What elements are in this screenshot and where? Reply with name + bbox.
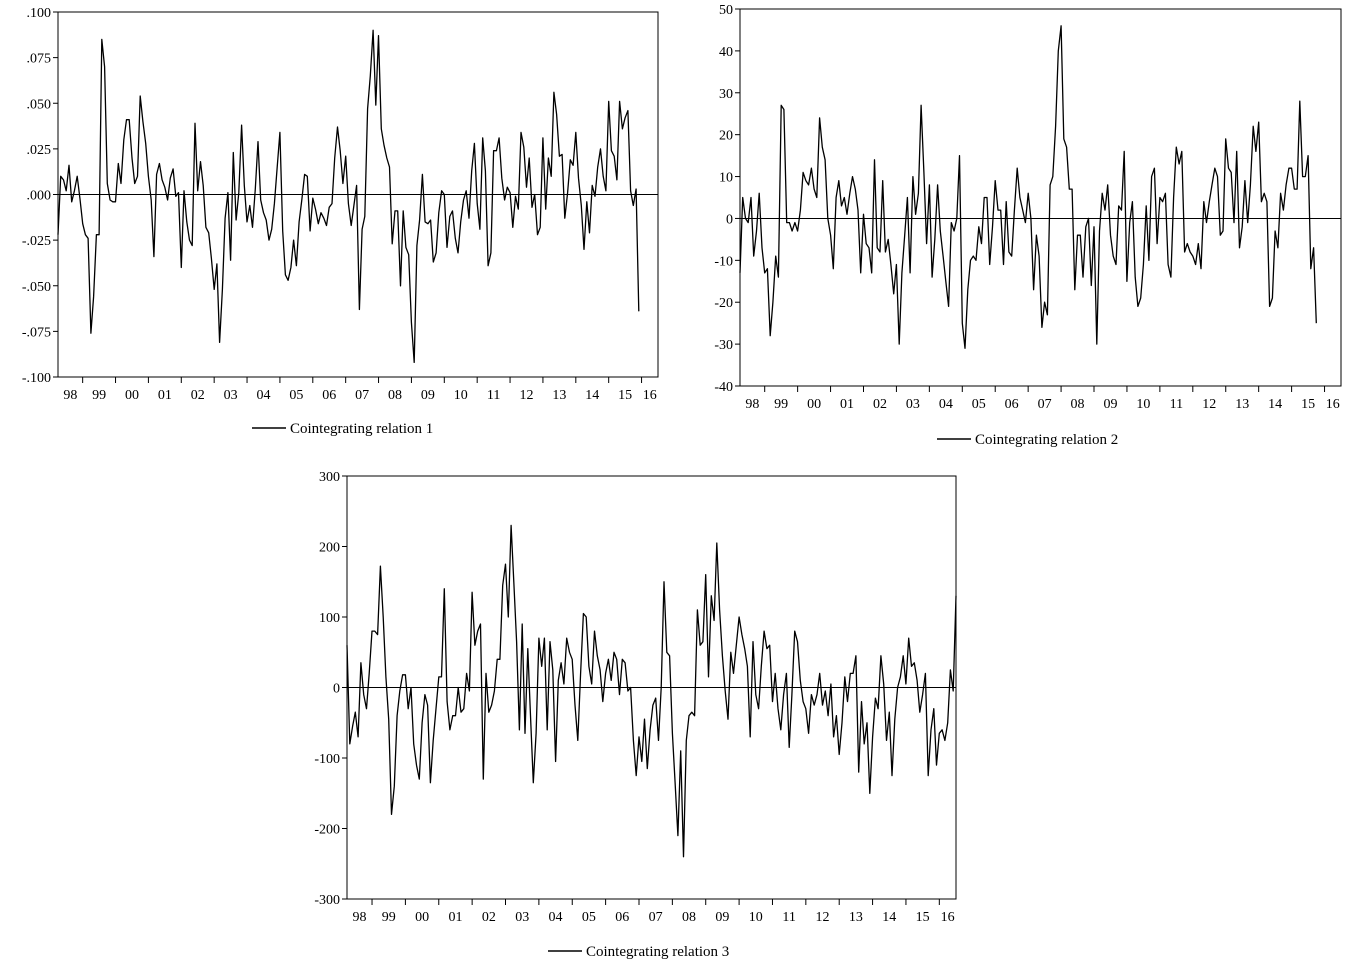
x-tick-label: 06 <box>1005 397 1019 412</box>
x-tick-label: 00 <box>415 910 429 925</box>
x-tick-label: 04 <box>549 910 563 925</box>
x-tick-label: 98 <box>353 910 367 925</box>
series-line <box>57 29 640 364</box>
x-tick-label: 09 <box>1103 397 1117 412</box>
x-tick-label: 03 <box>906 397 920 412</box>
chart-1: .100 .075 .050 .025 .000 -.025 -.050 -.075 -.100… <box>22 6 659 437</box>
x-tick-label: 10 <box>749 910 763 925</box>
x-tick-label: 11 <box>487 388 500 403</box>
x-tick-label: 11 <box>1170 397 1183 412</box>
y-tick-label: 100 <box>319 611 340 626</box>
y-tick-label: 40 <box>719 45 733 60</box>
legend-label: Cointegrating relation 2 <box>975 432 1118 448</box>
y-tick-label: .000 <box>27 189 52 204</box>
x-tick-label: 02 <box>873 397 887 412</box>
chart-3: 300 200 100 0 -100 -200 -300 98 99 00 01 02 03 04 05 06… <box>314 470 957 960</box>
x-tick-label: 05 <box>582 910 596 925</box>
x-tick-label: 08 <box>388 388 402 403</box>
x-tick-label: 16 <box>941 910 955 925</box>
y-tick-label: -200 <box>314 823 340 838</box>
x-tick-label: 10 <box>1136 397 1150 412</box>
x-tick-label: 14 <box>1268 397 1282 412</box>
series-line <box>739 25 1317 349</box>
y-tick-label: 0 <box>333 682 340 697</box>
y-tick-label: -.050 <box>22 280 51 295</box>
x-tick-label: 14 <box>882 910 896 925</box>
y-tick-label: 50 <box>719 3 733 18</box>
x-tick-label: 12 <box>816 910 830 925</box>
y-tick-label: .025 <box>27 143 52 158</box>
y-tick-label: -.075 <box>22 325 51 340</box>
x-tick-label: 06 <box>322 388 336 403</box>
y-tick-label: .100 <box>27 6 52 21</box>
x-tick-label: 13 <box>1235 397 1249 412</box>
x-tick-label: 12 <box>1202 397 1216 412</box>
x-tick-label: 05 <box>289 388 303 403</box>
y-tick-label: 200 <box>319 541 340 556</box>
x-tick-label: 99 <box>382 910 396 925</box>
x-tick-label: 09 <box>715 910 729 925</box>
x-tick-label: 12 <box>519 388 533 403</box>
chart-2: 50 40 30 20 10 0 -10 -20 -30 -40 98 99 00 01 02 03 04 05 0… <box>714 3 1342 448</box>
x-tick-label: 03 <box>224 388 238 403</box>
x-tick-label: 05 <box>972 397 986 412</box>
x-tick-label: 07 <box>355 388 369 403</box>
x-tick-label: 03 <box>515 910 529 925</box>
x-tick-label: 98 <box>63 388 77 403</box>
x-tick-label: 16 <box>1326 397 1340 412</box>
x-tick-label: 07 <box>649 910 663 925</box>
x-tick-label: 04 <box>939 397 953 412</box>
y-tick-label: -30 <box>714 338 733 353</box>
x-tick-label: 09 <box>421 388 435 403</box>
y-tick-label: .050 <box>27 97 52 112</box>
y-tick-label: 0 <box>726 212 733 227</box>
x-tick-label: 01 <box>448 910 462 925</box>
series-line <box>346 524 957 858</box>
x-tick-label: 08 <box>1071 397 1085 412</box>
x-tick-label: 07 <box>1038 397 1052 412</box>
legend-label: Cointegrating relation 1 <box>290 421 433 437</box>
y-tick-label: -.025 <box>22 234 51 249</box>
y-tick-label: 10 <box>719 171 733 186</box>
y-tick-label: -100 <box>314 752 340 767</box>
x-tick-label: 01 <box>158 388 172 403</box>
x-tick-label: 15 <box>916 910 930 925</box>
x-tick-label: 16 <box>643 388 657 403</box>
x-tick-label: 99 <box>92 388 106 403</box>
x-tick-label: 06 <box>615 910 629 925</box>
y-tick-label: -40 <box>714 380 733 395</box>
y-tick-label: 300 <box>319 470 340 485</box>
x-tick-label: 98 <box>745 397 759 412</box>
x-tick-label: 01 <box>840 397 854 412</box>
y-tick-label: 30 <box>719 87 733 102</box>
x-tick-label: 00 <box>807 397 821 412</box>
x-tick-label: 13 <box>552 388 566 403</box>
x-tick-label: 11 <box>782 910 795 925</box>
y-tick-label: .075 <box>27 52 52 67</box>
x-tick-label: 08 <box>682 910 696 925</box>
y-tick-label: -300 <box>314 893 340 908</box>
y-tick-label: -20 <box>714 296 733 311</box>
x-tick-label: 13 <box>849 910 863 925</box>
x-tick-label: 99 <box>774 397 788 412</box>
x-tick-label: 14 <box>585 388 599 403</box>
legend-label: Cointegrating relation 3 <box>586 944 729 960</box>
x-tick-label: 10 <box>454 388 468 403</box>
plot-frame <box>739 8 1342 387</box>
x-tick-label: 15 <box>618 388 632 403</box>
x-tick-label: 02 <box>191 388 205 403</box>
x-tick-label: 15 <box>1301 397 1315 412</box>
y-tick-label: -.100 <box>22 371 51 386</box>
y-tick-label: 20 <box>719 129 733 144</box>
x-tick-label: 04 <box>256 388 270 403</box>
x-tick-label: 02 <box>482 910 496 925</box>
y-tick-label: -10 <box>714 254 733 269</box>
x-tick-label: 00 <box>125 388 139 403</box>
